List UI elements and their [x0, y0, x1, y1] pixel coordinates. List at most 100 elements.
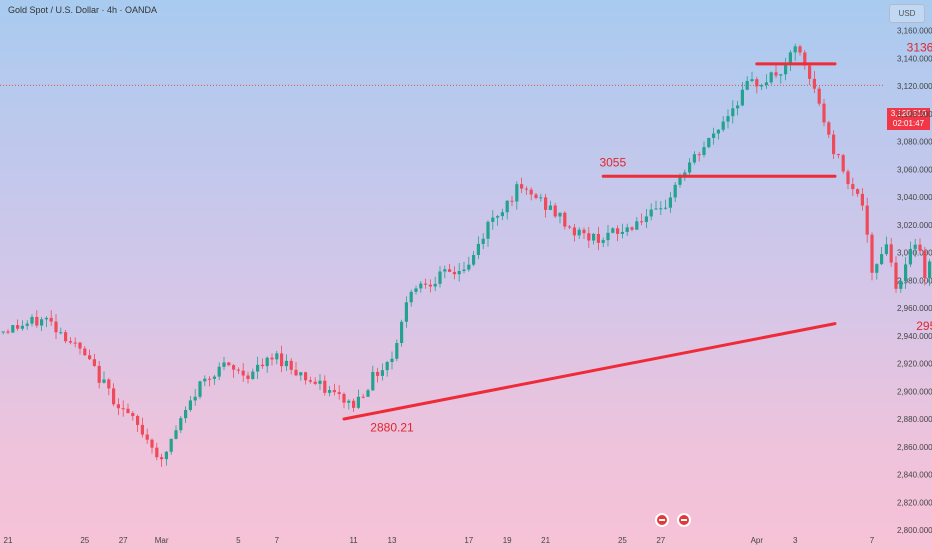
candle-up: [44, 317, 48, 320]
candle-down: [520, 184, 524, 189]
candle-up: [745, 80, 749, 90]
candle-down: [827, 122, 831, 135]
candle-up: [203, 378, 207, 382]
candle-down: [755, 79, 759, 87]
flag-icon[interactable]: [655, 513, 669, 527]
candle-down: [323, 380, 327, 393]
candle-up: [1, 331, 5, 333]
candle-up: [928, 261, 932, 279]
candle-down: [155, 447, 159, 458]
candle-down: [116, 404, 120, 409]
candle-up: [899, 280, 903, 289]
candle-up: [548, 205, 552, 210]
candle-down: [337, 392, 341, 394]
candle-up: [654, 208, 658, 210]
candle-down: [150, 439, 154, 448]
candle-up: [198, 381, 202, 397]
x-tick-label: 13: [388, 536, 397, 545]
candle-up: [731, 108, 735, 117]
x-tick-label: 7: [870, 536, 875, 545]
flag-icon[interactable]: [677, 513, 691, 527]
candle-down: [529, 189, 533, 195]
candle-down: [851, 184, 855, 190]
y-tick-label: 2,840.000: [897, 471, 932, 480]
candle-up: [169, 438, 173, 452]
candle-up: [740, 89, 744, 106]
candle-up: [390, 358, 394, 362]
candle-up: [539, 197, 543, 199]
x-tick-label: 19: [503, 536, 512, 545]
annotation-label: 2956: [916, 319, 932, 333]
candle-down: [534, 194, 538, 198]
candle-down: [289, 360, 293, 370]
x-tick-label: 27: [656, 536, 665, 545]
candle-up: [385, 361, 389, 371]
candle-up: [875, 264, 879, 273]
y-tick-label: 3,080.000: [897, 138, 932, 147]
candle-up: [779, 74, 783, 76]
candle-down: [832, 134, 836, 155]
candle-down: [304, 372, 308, 381]
y-tick-label: 2,980.000: [897, 276, 932, 285]
x-tick-label: 25: [618, 536, 627, 545]
candle-up: [515, 184, 519, 202]
candle-up: [668, 197, 672, 208]
candle-down: [308, 380, 312, 382]
y-tick-label: 2,960.000: [897, 304, 932, 313]
y-tick-label: 2,920.000: [897, 360, 932, 369]
candle-up: [404, 302, 408, 322]
candle-down: [236, 369, 240, 371]
x-tick-label: 3: [793, 536, 798, 545]
candle-up: [443, 269, 447, 272]
candle-down: [822, 103, 826, 123]
candle-down: [923, 250, 927, 279]
candle-down: [121, 408, 125, 410]
candle-up: [40, 319, 44, 326]
y-tick-label: 3,100.000: [897, 110, 932, 119]
candle-up: [769, 72, 773, 83]
candle-down: [88, 355, 92, 360]
candle-up: [462, 269, 466, 272]
candle-up: [179, 418, 183, 431]
y-tick-label: 3,060.000: [897, 165, 932, 174]
x-tick-label: 27: [119, 536, 128, 545]
candle-up: [217, 366, 221, 377]
candle-up: [500, 212, 504, 217]
uptrend-line-line[interactable]: [342, 322, 837, 421]
x-tick-label: Mar: [155, 536, 169, 545]
candle-up: [380, 370, 384, 376]
annotation-label: 2880.21: [370, 420, 414, 434]
candle-up: [188, 400, 192, 410]
candle-up: [884, 244, 888, 255]
candle-up: [102, 379, 106, 383]
candle-up: [174, 430, 178, 439]
candle-down: [841, 155, 845, 172]
y-tick-label: 3,120.000: [897, 82, 932, 91]
currency-button[interactable]: USD: [889, 4, 925, 23]
candle-up: [635, 221, 639, 230]
candle-up: [577, 229, 581, 236]
candle-up: [400, 321, 404, 344]
candle-up: [736, 105, 740, 109]
candle-down: [294, 369, 298, 376]
candle-up: [366, 390, 370, 397]
candle-down: [49, 317, 53, 322]
candle-down: [54, 321, 58, 333]
candle-up: [702, 147, 706, 156]
candle-down: [140, 424, 144, 435]
candle-up: [481, 238, 485, 244]
candle-up: [664, 207, 668, 209]
candle-up: [318, 380, 322, 384]
candle-up: [256, 364, 260, 372]
candle-up: [25, 323, 29, 326]
candle-up: [395, 343, 399, 359]
candle-down: [68, 341, 72, 343]
candle-down: [452, 271, 456, 275]
candle-down: [428, 284, 432, 287]
candle-down: [376, 371, 380, 376]
candle-up: [764, 82, 768, 86]
candle-up: [620, 231, 624, 234]
candle-down: [97, 365, 101, 383]
